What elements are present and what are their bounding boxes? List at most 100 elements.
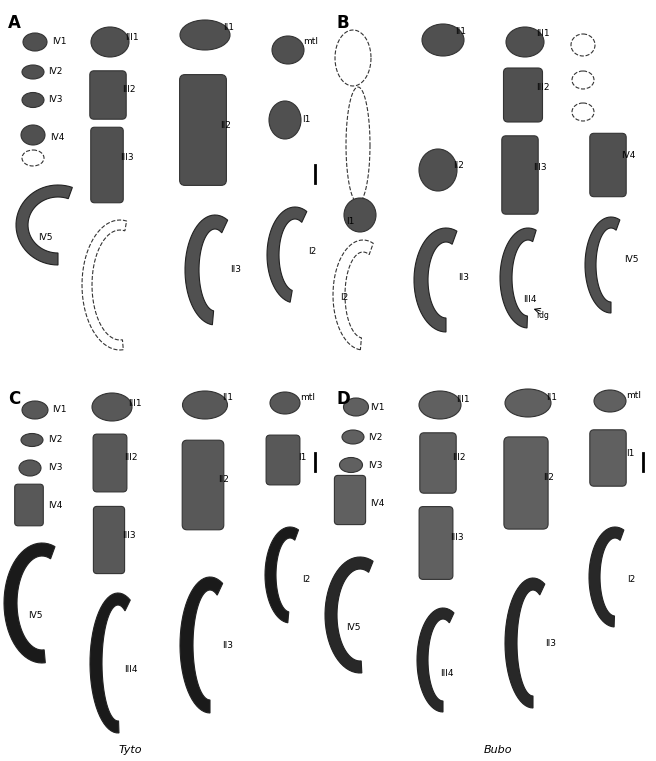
Ellipse shape [91,27,129,57]
Text: II1: II1 [223,24,234,33]
Text: II3: II3 [458,273,469,282]
Text: III4: III4 [440,668,453,677]
FancyBboxPatch shape [504,437,548,529]
Text: I2: I2 [340,294,348,303]
Text: II1: II1 [546,393,557,402]
Ellipse shape [340,457,363,473]
Ellipse shape [22,93,44,107]
Text: IV1: IV1 [52,37,66,46]
Text: III3: III3 [122,530,136,540]
Text: III1: III1 [125,33,138,43]
Ellipse shape [21,125,45,145]
Text: III2: III2 [536,84,550,93]
FancyBboxPatch shape [590,133,626,196]
Text: IV5: IV5 [28,610,43,619]
Text: Bubo: Bubo [483,745,512,755]
Ellipse shape [594,390,626,412]
Polygon shape [16,185,72,265]
Text: I1: I1 [626,448,634,457]
Polygon shape [500,228,536,328]
FancyBboxPatch shape [420,433,456,493]
Text: I2: I2 [308,247,316,256]
Text: IV1: IV1 [370,403,384,412]
Ellipse shape [19,460,41,476]
FancyBboxPatch shape [504,68,543,122]
Text: IV2: IV2 [48,435,62,444]
Text: II1: II1 [455,27,466,37]
Ellipse shape [182,391,228,419]
Polygon shape [180,577,222,713]
Polygon shape [4,543,55,663]
FancyBboxPatch shape [419,507,453,579]
Text: Tyto: Tyto [118,745,142,755]
Text: D: D [336,390,350,408]
FancyBboxPatch shape [335,476,365,524]
Ellipse shape [342,430,364,444]
Ellipse shape [23,33,47,51]
Text: I1: I1 [302,116,310,125]
Ellipse shape [21,434,43,447]
Ellipse shape [270,392,300,414]
Ellipse shape [92,393,132,421]
Text: IV5: IV5 [346,622,361,632]
Polygon shape [414,228,457,332]
Text: IV4: IV4 [50,133,64,142]
Text: III2: III2 [122,85,136,94]
Ellipse shape [272,36,304,64]
Ellipse shape [22,65,44,79]
Polygon shape [267,207,307,302]
Ellipse shape [419,391,461,419]
Ellipse shape [344,198,376,232]
Text: III4: III4 [124,666,138,674]
Polygon shape [185,215,228,325]
Text: IV2: IV2 [48,68,62,77]
Text: II3: II3 [545,638,556,648]
Text: IV3: IV3 [48,95,62,104]
Text: mtI: mtI [303,37,318,46]
Ellipse shape [269,101,301,139]
FancyBboxPatch shape [90,71,126,119]
Text: III1: III1 [456,394,470,403]
Ellipse shape [344,398,369,416]
Text: rdg: rdg [536,310,549,320]
FancyBboxPatch shape [91,127,123,202]
Text: II1: II1 [222,393,233,403]
Ellipse shape [506,27,544,57]
FancyBboxPatch shape [180,75,226,186]
Ellipse shape [505,389,551,417]
Text: III4: III4 [523,295,537,304]
Text: I1: I1 [346,218,354,227]
Text: II3: II3 [230,266,241,275]
Text: IV4: IV4 [48,501,62,510]
Text: I2: I2 [627,575,635,584]
Text: II2: II2 [543,473,554,482]
Text: C: C [8,390,20,408]
Text: II2: II2 [218,475,229,483]
FancyBboxPatch shape [14,484,43,526]
Text: III3: III3 [120,154,134,163]
Polygon shape [417,608,454,712]
FancyBboxPatch shape [266,435,300,485]
FancyBboxPatch shape [182,440,224,530]
Polygon shape [585,217,620,313]
Text: II3: II3 [222,641,233,649]
FancyBboxPatch shape [590,430,626,486]
Text: IV3: IV3 [48,463,62,473]
Text: III3: III3 [533,164,546,173]
Text: IV4: IV4 [370,498,384,508]
Polygon shape [90,593,131,733]
Text: II2: II2 [453,161,464,170]
FancyBboxPatch shape [93,506,125,574]
Text: IV5: IV5 [38,234,52,243]
Text: mtI: mtI [626,390,641,400]
Text: IV4: IV4 [621,151,636,160]
Text: IV2: IV2 [368,432,382,441]
Ellipse shape [22,401,48,419]
Polygon shape [505,578,545,708]
FancyBboxPatch shape [502,135,538,214]
Text: III3: III3 [450,533,464,542]
Text: III2: III2 [124,454,138,463]
Text: IV1: IV1 [52,406,66,415]
Text: I1: I1 [298,453,306,461]
Text: IV5: IV5 [624,256,638,265]
